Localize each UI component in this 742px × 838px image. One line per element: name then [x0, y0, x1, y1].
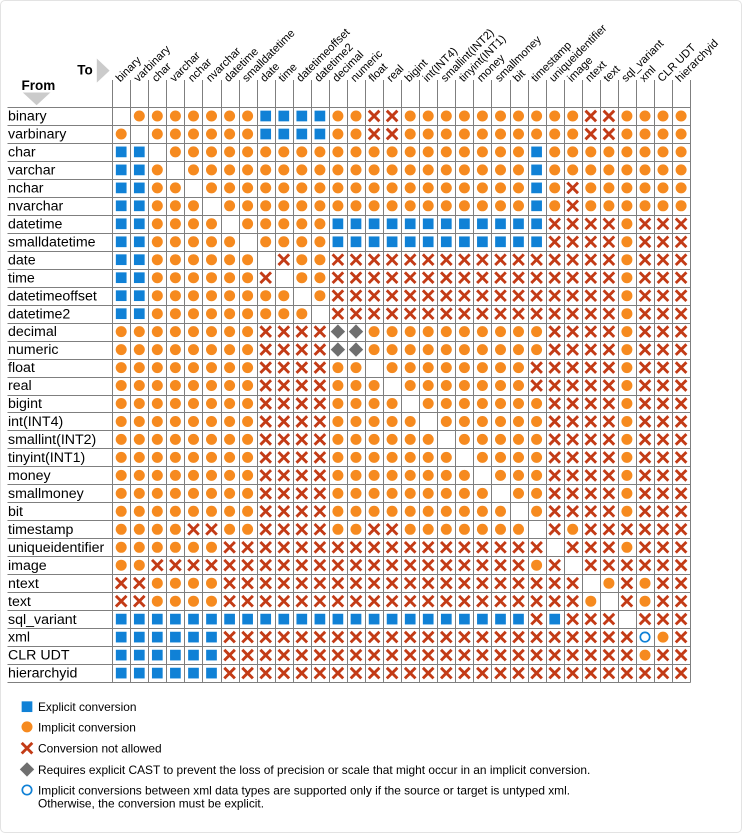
svg-text:date: date: [8, 252, 36, 268]
svg-text:datetime2: datetime2: [8, 306, 70, 322]
svg-text:smallint(INT2): smallint(INT2): [8, 432, 96, 448]
svg-text:text: text: [8, 594, 31, 610]
svg-text:Implicit conversion: Implicit conversion: [38, 720, 136, 734]
svg-text:nchar: nchar: [8, 180, 44, 196]
svg-text:hierarchyid: hierarchyid: [8, 666, 77, 682]
svg-text:image: image: [8, 558, 47, 574]
svg-text:float: float: [8, 360, 35, 376]
svg-text:To: To: [77, 63, 93, 78]
svg-text:varbinary: varbinary: [8, 127, 67, 143]
svg-text:decimal: decimal: [8, 324, 57, 340]
svg-text:binary: binary: [8, 109, 48, 125]
svg-text:uniqueidentifier: uniqueidentifier: [8, 540, 105, 556]
svg-text:varchar: varchar: [8, 162, 56, 178]
svg-text:smallmoney: smallmoney: [8, 486, 85, 502]
svg-text:Conversion not allowed: Conversion not allowed: [38, 742, 162, 756]
svg-text:Explicit conversion: Explicit conversion: [38, 700, 136, 714]
svg-text:tinyint(INT1): tinyint(INT1): [8, 450, 85, 466]
svg-text:From: From: [22, 78, 56, 93]
svg-text:real: real: [8, 378, 32, 394]
svg-text:int(INT4): int(INT4): [8, 414, 63, 430]
svg-text:money: money: [8, 468, 51, 484]
svg-text:xml: xml: [8, 630, 30, 646]
svg-text:numeric: numeric: [8, 342, 58, 358]
svg-text:Implicit conversions between x: Implicit conversions between xml data ty…: [38, 783, 570, 797]
svg-text:bit: bit: [8, 504, 23, 520]
svg-text:datetime: datetime: [8, 216, 63, 232]
svg-text:char: char: [8, 145, 36, 161]
svg-text:smalldatetime: smalldatetime: [8, 234, 96, 250]
svg-text:nvarchar: nvarchar: [8, 198, 63, 214]
svg-text:sql_variant: sql_variant: [8, 612, 77, 628]
svg-text:bigint: bigint: [8, 396, 42, 412]
svg-text:datetimeoffset: datetimeoffset: [8, 288, 97, 304]
svg-text:timestamp: timestamp: [8, 522, 74, 538]
svg-text:ntext: ntext: [8, 576, 39, 592]
svg-text:time: time: [8, 270, 35, 286]
svg-text:CLR UDT: CLR UDT: [8, 648, 70, 664]
svg-text:Requires explicit CAST to prev: Requires explicit CAST to prevent the lo…: [38, 763, 590, 777]
svg-text:Otherwise, the conversion must: Otherwise, the conversion must be explic…: [38, 796, 264, 810]
